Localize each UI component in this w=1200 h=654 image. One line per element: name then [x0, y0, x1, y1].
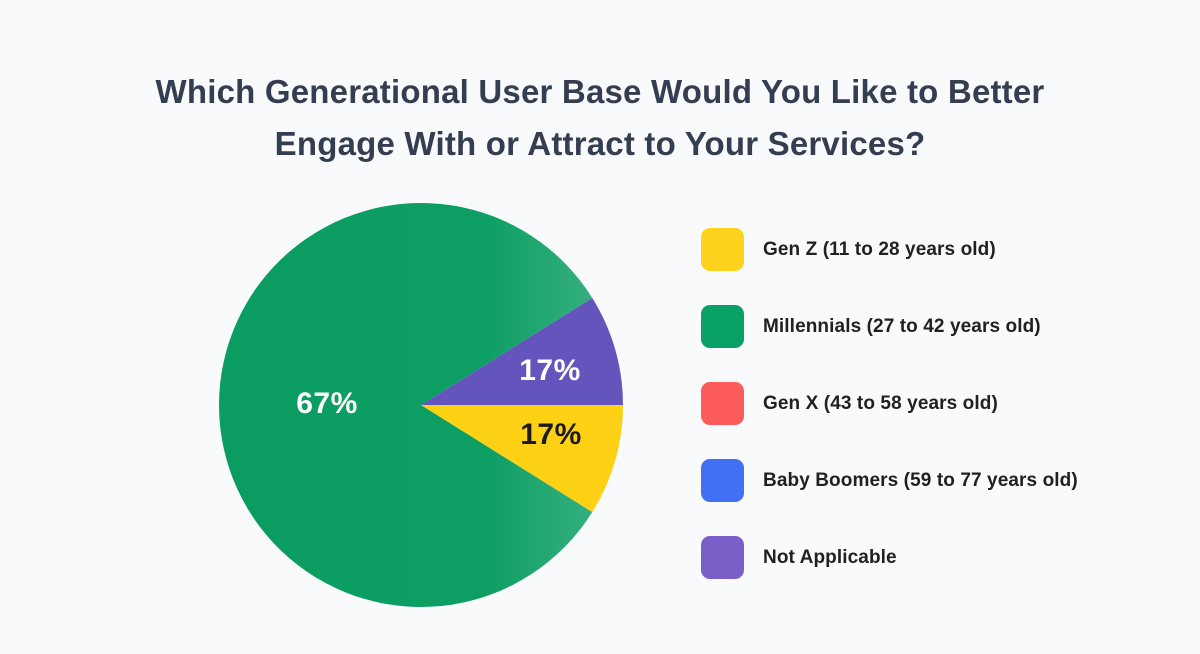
legend-label-not-applicable: Not Applicable: [763, 546, 897, 568]
pie-slice-millennials: [219, 203, 593, 607]
pie-label-millennials: 67%: [296, 387, 358, 420]
legend-item-baby-boomers: Baby Boomers (59 to 77 years old): [701, 459, 1078, 502]
pie-chart: 67% 17% 17%: [219, 203, 623, 607]
legend-swatch-millennials: [701, 305, 744, 348]
legend-label-gen-x: Gen X (43 to 58 years old): [763, 392, 998, 414]
legend-label-gen-z: Gen Z (11 to 28 years old): [763, 238, 996, 260]
chart-title-line1: Which Generational User Base Would You L…: [155, 73, 1045, 111]
legend-label-baby-boomers: Baby Boomers (59 to 77 years old): [763, 469, 1078, 491]
legend-label-millennials: Millennials (27 to 42 years old): [763, 315, 1041, 337]
legend-item-gen-x: Gen X (43 to 58 years old): [701, 382, 1078, 425]
legend-swatch-gen-x: [701, 382, 744, 425]
pie-slice-not-applicable: [421, 297, 623, 405]
legend-swatch-gen-z: [701, 228, 744, 271]
legend: Gen Z (11 to 28 years old) Millennials (…: [701, 228, 1078, 579]
legend-item-millennials: Millennials (27 to 42 years old): [701, 305, 1078, 348]
legend-item-not-applicable: Not Applicable: [701, 536, 1078, 579]
pie-svg: [219, 203, 623, 607]
pie-slice-gen-z: [421, 405, 623, 513]
pie-label-not-applicable: 17%: [519, 354, 581, 387]
legend-swatch-not-applicable: [701, 536, 744, 579]
pie-label-gen-z: 17%: [520, 418, 582, 451]
legend-swatch-baby-boomers: [701, 459, 744, 502]
legend-item-gen-z: Gen Z (11 to 28 years old): [701, 228, 1078, 271]
chart-title: Which Generational User Base Would You L…: [0, 66, 1200, 170]
chart-title-line2: Engage With or Attract to Your Services?: [274, 125, 926, 163]
